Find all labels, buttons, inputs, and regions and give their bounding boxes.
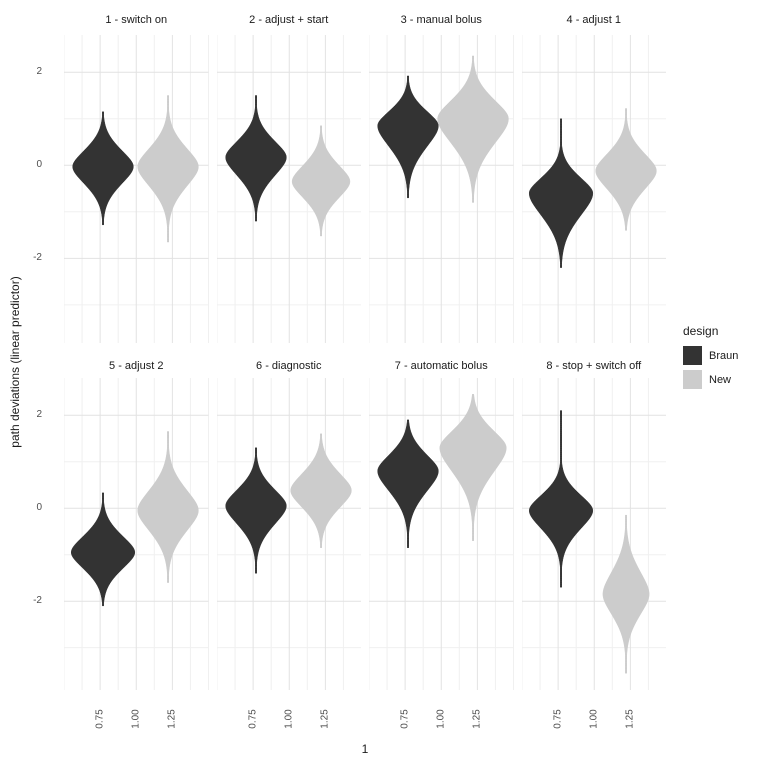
x-tick-label: 1.00 [283,709,295,729]
violin-new [137,431,199,583]
violin-new [289,433,352,548]
violin-braun [70,492,136,607]
violin-new [137,95,199,243]
legend-swatch-braun [683,346,702,365]
y-tick-label: 0 [36,159,42,171]
y-tick-label: -2 [33,595,42,607]
x-tick-label: 0.75 [399,709,411,729]
facet-panel-4 [521,35,666,343]
violin-braun [377,75,439,199]
legend-item-new: New [683,370,738,389]
x-tick-label: 0.75 [552,709,564,729]
facet-title-7: 7 - automatic bolus [394,360,488,372]
facet-title-2: 2 - adjust + start [249,14,329,26]
y-tick-label: 2 [36,66,42,78]
facet-title-8: 8 - stop + switch off [546,360,642,372]
facet-panel-6 [216,378,361,690]
violin-braun [528,410,593,588]
x-tick-label: 0.75 [247,709,259,729]
x-tick-label: 1.25 [319,709,331,729]
violin-new [439,394,507,541]
facet-panel-5 [64,378,209,690]
x-tick-label: 0.75 [94,709,106,729]
x-axis-title: 1 [361,742,369,756]
facet-panel-2 [216,35,361,343]
y-tick-label: -2 [33,252,42,264]
legend: design Braun New [683,324,738,394]
y-tick-label: 0 [36,502,42,514]
legend-label-new: New [709,373,732,386]
violin-braun [528,118,593,268]
violin-braun [72,111,134,226]
legend-item-braun: Braun [683,346,738,365]
facet-title-1: 1 - switch on [105,14,168,26]
facet-title-3: 3 - manual bolus [400,14,482,26]
facet-panel-1 [64,35,209,343]
x-tick-label: 1.25 [166,709,178,729]
legend-title: design [683,324,719,338]
legend-swatch-new [683,370,702,389]
legend-label-braun: Braun [709,349,739,362]
x-tick-label: 1.25 [471,709,483,729]
violin-new [602,514,649,674]
facet-panel-8 [521,378,666,690]
facet-title-6: 6 - diagnostic [256,360,322,372]
violin-braun [224,447,287,574]
facet-panel-7 [369,378,514,690]
x-tick-label: 1.00 [130,709,142,729]
x-tick-label: 1.00 [588,709,600,729]
violin-new [594,108,657,231]
x-tick-label: 1.00 [435,709,447,729]
violin-new [291,125,350,237]
violin-new [437,55,509,203]
facet-title-5: 5 - adjust 2 [109,360,164,372]
facet-panel-3 [369,35,514,343]
x-tick-label: 1.25 [624,709,636,729]
y-tick-label: 2 [36,409,42,421]
violin-braun [224,95,287,222]
violin-braun [377,419,439,548]
facet-title-4: 4 - adjust 1 [566,14,621,26]
